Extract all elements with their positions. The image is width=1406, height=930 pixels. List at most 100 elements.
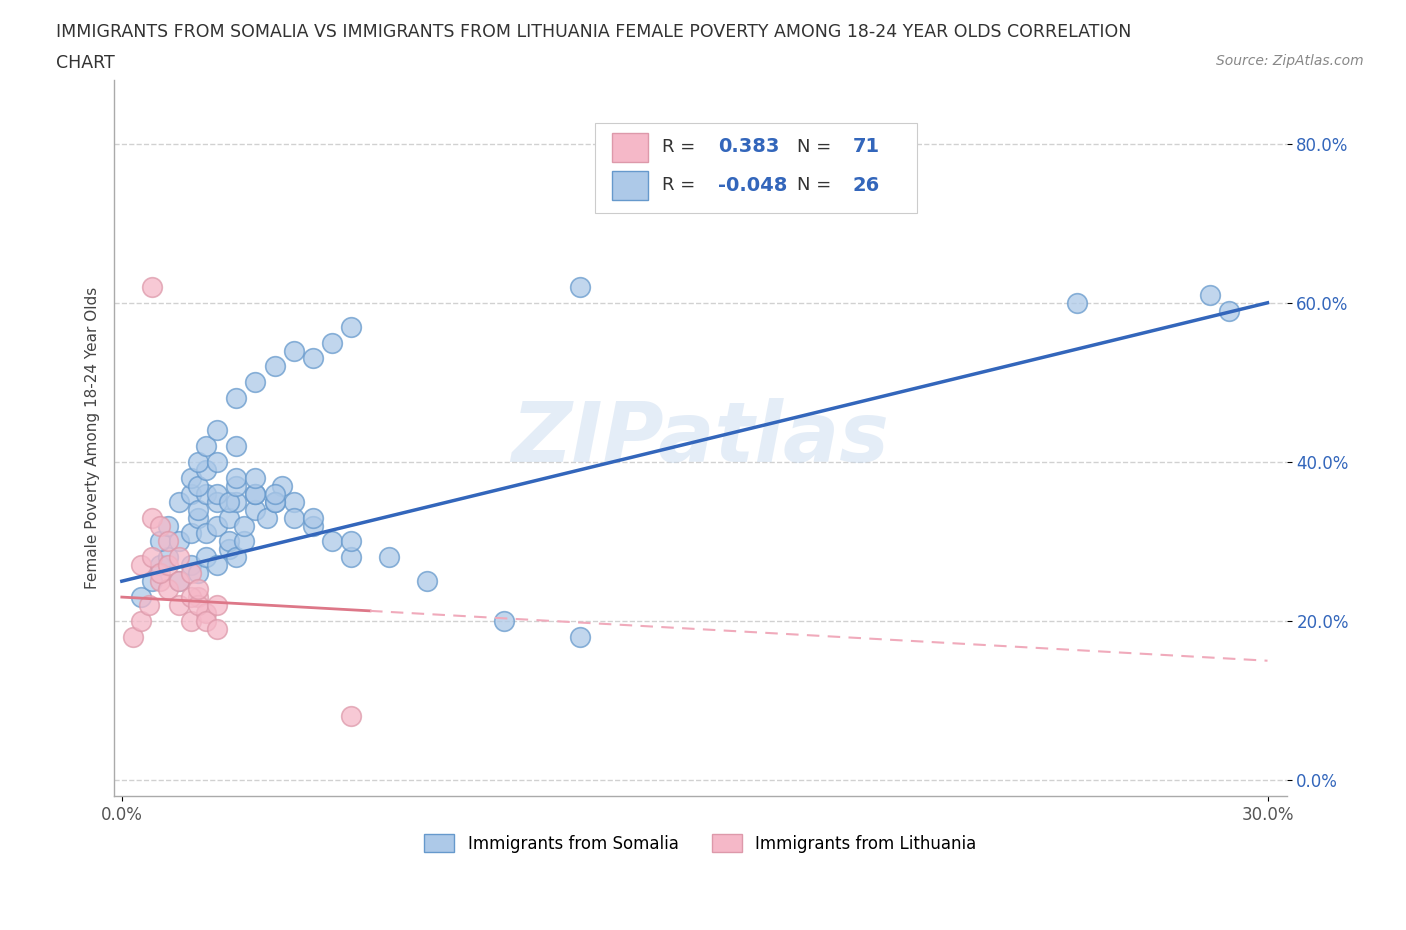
- Point: [180, 590, 202, 604]
- Text: N =: N =: [797, 138, 837, 155]
- Point: [180, 486, 202, 501]
- Point: [149, 558, 172, 573]
- Point: [156, 558, 179, 573]
- Text: ZIPatlas: ZIPatlas: [512, 397, 890, 479]
- Point: [245, 471, 267, 485]
- Point: [187, 478, 209, 493]
- Point: [283, 343, 305, 358]
- Point: [225, 478, 247, 493]
- Point: [138, 598, 160, 613]
- Point: [569, 630, 592, 644]
- Point: [207, 455, 229, 470]
- Point: [187, 502, 209, 517]
- Point: [218, 494, 240, 509]
- Text: 26: 26: [853, 176, 880, 194]
- Text: Source: ZipAtlas.com: Source: ZipAtlas.com: [1216, 54, 1364, 68]
- Point: [149, 534, 172, 549]
- Point: [207, 494, 229, 509]
- Point: [256, 511, 278, 525]
- Point: [194, 462, 217, 477]
- Point: [149, 565, 172, 580]
- Point: [167, 598, 190, 613]
- Point: [301, 518, 323, 533]
- Point: [149, 518, 172, 533]
- Point: [207, 558, 229, 573]
- Point: [167, 550, 190, 565]
- Point: [167, 534, 190, 549]
- Point: [207, 598, 229, 613]
- Point: [167, 494, 190, 509]
- Point: [194, 439, 217, 454]
- Point: [187, 455, 209, 470]
- Point: [340, 534, 363, 549]
- Point: [207, 621, 229, 636]
- Text: CHART: CHART: [56, 54, 115, 72]
- Point: [321, 335, 343, 350]
- Text: N =: N =: [797, 177, 837, 194]
- Point: [207, 422, 229, 437]
- Point: [340, 709, 363, 724]
- Point: [141, 279, 163, 294]
- Point: [233, 534, 256, 549]
- FancyBboxPatch shape: [613, 171, 648, 200]
- Point: [492, 614, 515, 629]
- Point: [569, 279, 592, 294]
- Point: [218, 534, 240, 549]
- FancyBboxPatch shape: [595, 123, 917, 213]
- Point: [187, 590, 209, 604]
- Point: [180, 526, 202, 541]
- Point: [225, 439, 247, 454]
- Point: [156, 550, 179, 565]
- Point: [225, 471, 247, 485]
- Text: R =: R =: [662, 138, 700, 155]
- Point: [180, 471, 202, 485]
- Point: [187, 565, 209, 580]
- Point: [194, 526, 217, 541]
- Point: [233, 518, 256, 533]
- Point: [141, 550, 163, 565]
- Point: [378, 550, 401, 565]
- Point: [263, 359, 285, 374]
- Point: [218, 511, 240, 525]
- Point: [167, 574, 190, 589]
- Point: [156, 581, 179, 596]
- Point: [207, 486, 229, 501]
- Point: [156, 534, 179, 549]
- Point: [187, 581, 209, 596]
- Point: [321, 534, 343, 549]
- Point: [218, 542, 240, 557]
- Text: 0.383: 0.383: [718, 137, 779, 156]
- Point: [194, 605, 217, 620]
- Point: [187, 511, 209, 525]
- Point: [187, 598, 209, 613]
- Text: -0.048: -0.048: [718, 176, 787, 194]
- Point: [194, 614, 217, 629]
- Point: [283, 511, 305, 525]
- Point: [245, 375, 267, 390]
- Point: [271, 478, 294, 493]
- Point: [180, 558, 202, 573]
- FancyBboxPatch shape: [613, 133, 648, 162]
- Point: [129, 558, 152, 573]
- Point: [129, 590, 152, 604]
- Point: [1066, 296, 1088, 311]
- Text: IMMIGRANTS FROM SOMALIA VS IMMIGRANTS FROM LITHUANIA FEMALE POVERTY AMONG 18-24 : IMMIGRANTS FROM SOMALIA VS IMMIGRANTS FR…: [56, 23, 1132, 41]
- Point: [225, 494, 247, 509]
- Point: [194, 486, 217, 501]
- Point: [263, 494, 285, 509]
- Point: [245, 502, 267, 517]
- Point: [129, 614, 152, 629]
- Y-axis label: Female Poverty Among 18-24 Year Olds: Female Poverty Among 18-24 Year Olds: [86, 286, 100, 589]
- Point: [340, 550, 363, 565]
- Point: [263, 486, 285, 501]
- Point: [263, 494, 285, 509]
- Point: [180, 565, 202, 580]
- Point: [141, 511, 163, 525]
- Point: [141, 574, 163, 589]
- Point: [1199, 287, 1222, 302]
- Point: [194, 550, 217, 565]
- Point: [149, 574, 172, 589]
- Point: [245, 486, 267, 501]
- Point: [156, 518, 179, 533]
- Point: [1218, 303, 1240, 318]
